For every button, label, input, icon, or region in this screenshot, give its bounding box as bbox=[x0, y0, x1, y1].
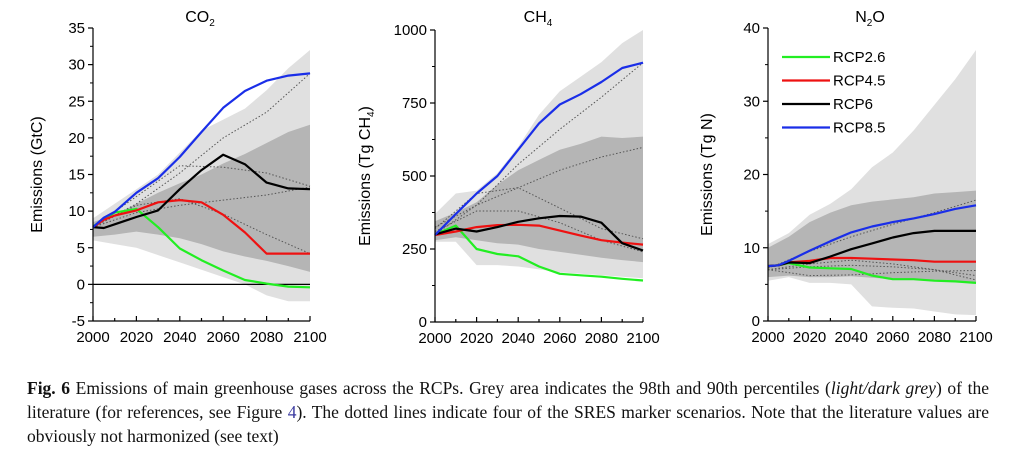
x-tick-label: 2020 bbox=[120, 329, 153, 346]
x-tick-label: 2080 bbox=[250, 329, 283, 346]
series-rcp4-5 bbox=[92, 199, 310, 255]
x-tick-label: 2000 bbox=[751, 329, 784, 346]
panel-ch4: 0 250 500 750 1000 2000 2020 2040 2060 2080 2100 CH… bbox=[357, 9, 660, 347]
x-tick-label: 2020 bbox=[460, 330, 493, 347]
y-tick-label: 0 bbox=[419, 314, 427, 331]
x-tick-label: 2040 bbox=[163, 329, 196, 346]
y-tick-label: 500 bbox=[402, 168, 427, 185]
panel-co2: -5 0 5 10 15 20 25 30 35 2000 2020 2040 2060 2080 2100… bbox=[29, 9, 327, 346]
legend-label: RCP8.5 bbox=[833, 120, 886, 137]
sres-marker-line-1 bbox=[434, 62, 644, 235]
legend: RCP2.6 RCP4.5 RCP6 RCP8.5 bbox=[782, 49, 886, 137]
y-tick-label: 1000 bbox=[394, 22, 427, 39]
y-tick-label: 20 bbox=[743, 167, 760, 184]
x-tick-label: 2100 bbox=[959, 329, 992, 346]
y-tick-label: 30 bbox=[743, 93, 760, 110]
y-tick-label: -5 bbox=[72, 313, 85, 330]
figure-caption: Fig. 6 Emissions of main greenhouse gase… bbox=[27, 376, 989, 448]
y-tick-label: 20 bbox=[68, 130, 85, 147]
caption-label: Fig. 6 bbox=[27, 378, 71, 398]
y-tick-label: 25 bbox=[68, 93, 85, 110]
y-axis-title: Emissions (GtC) bbox=[29, 116, 46, 232]
panel-title: N2O bbox=[855, 9, 885, 29]
series-rcp8-5 bbox=[767, 204, 977, 268]
x-tick-label: 2000 bbox=[418, 330, 451, 347]
sres-marker-line-4 bbox=[434, 210, 644, 253]
x-tick-label: 2040 bbox=[835, 329, 868, 346]
y-tick-label: 10 bbox=[743, 240, 760, 257]
y-tick-label: 10 bbox=[68, 203, 85, 220]
series-rcp8-5 bbox=[434, 61, 644, 236]
panel-title: CH4 bbox=[524, 9, 553, 29]
x-tick-label: 2100 bbox=[626, 330, 659, 347]
y-tick-label: 15 bbox=[68, 167, 85, 184]
y-tick-label: 0 bbox=[752, 313, 760, 330]
x-tick-label: 2080 bbox=[918, 329, 951, 346]
band-90th-percentile bbox=[93, 124, 310, 272]
y-axis-title: Emissions (Tg CH4) bbox=[357, 106, 377, 246]
series-rcp6 bbox=[767, 229, 976, 268]
y-tick-label: 30 bbox=[68, 57, 85, 74]
sres-marker-line-2 bbox=[767, 259, 977, 277]
panel-n2o: 0 10 20 30 40 2000 2020 2040 2060 2080 2100 N2O Emis… bbox=[699, 9, 993, 346]
caption-text-2: ) of the literature (for references, see… bbox=[27, 378, 989, 422]
y-tick-label: 250 bbox=[402, 241, 427, 258]
x-tick-label: 2060 bbox=[876, 329, 909, 346]
legend-label: RCP4.5 bbox=[833, 73, 886, 90]
sres-marker-line-1 bbox=[92, 73, 311, 228]
x-tick-label: 2040 bbox=[502, 330, 535, 347]
y-tick-label: 750 bbox=[402, 95, 427, 112]
panel-title: CO2 bbox=[185, 9, 215, 29]
x-tick-label: 2100 bbox=[293, 329, 326, 346]
sres-marker-line-3 bbox=[767, 269, 977, 277]
series-rcp4-5 bbox=[434, 223, 644, 246]
series-rcp6 bbox=[92, 153, 311, 230]
x-tick-label: 2060 bbox=[543, 330, 576, 347]
x-tick-label: 2060 bbox=[207, 329, 240, 346]
y-axis-title: Emissions (Tg N) bbox=[699, 113, 716, 236]
caption-text-1: Emissions of main greenhouse gases acros… bbox=[70, 378, 831, 398]
y-tick-label: 40 bbox=[743, 20, 760, 37]
y-tick-label: 0 bbox=[77, 276, 85, 293]
band-90th-percentile bbox=[768, 190, 976, 283]
figure-4-link[interactable]: 4 bbox=[287, 402, 297, 422]
x-tick-label: 2020 bbox=[793, 329, 826, 346]
caption-italic: light/dark grey bbox=[830, 378, 936, 398]
x-tick-label: 2000 bbox=[76, 329, 109, 346]
band-90th-percentile bbox=[435, 136, 643, 263]
y-tick-label: 5 bbox=[77, 240, 85, 257]
x-tick-label: 2080 bbox=[585, 330, 618, 347]
series-rcp6 bbox=[434, 214, 644, 252]
sres-marker-line-4 bbox=[92, 198, 311, 255]
sres-marker-line-1 bbox=[767, 199, 977, 269]
caption-text-3: ). The dotted lines indicate four of the… bbox=[27, 402, 989, 446]
series-rcp8-5 bbox=[92, 72, 311, 229]
y-tick-label: 35 bbox=[68, 20, 85, 37]
series-rcp2-6 bbox=[434, 224, 644, 282]
legend-label: RCP6 bbox=[833, 96, 873, 113]
legend-label: RCP2.6 bbox=[833, 49, 886, 66]
sres-marker-line-2 bbox=[434, 146, 644, 228]
